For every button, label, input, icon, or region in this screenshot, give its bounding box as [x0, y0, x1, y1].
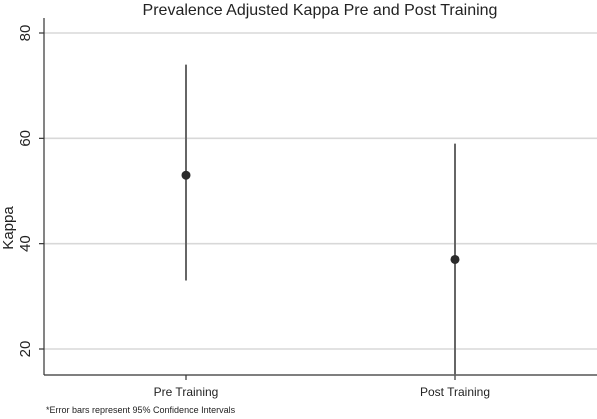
data-point: [181, 170, 191, 180]
data-point: [450, 254, 460, 264]
y-tick-label: 80: [17, 25, 34, 42]
y-tick-label: 20: [17, 341, 34, 358]
data-marks: [181, 64, 460, 376]
y-tick-label: 60: [17, 130, 34, 147]
y-ticks: 20 40 60 80: [17, 25, 44, 358]
gridlines: [44, 32, 597, 350]
footnote: *Error bars represent 95% Confidence Int…: [46, 405, 236, 415]
x-tick-label: Post Training: [420, 385, 490, 399]
chart-title: Prevalence Adjusted Kappa Pre and Post T…: [143, 2, 498, 19]
x-tick-label: Pre Training: [154, 385, 219, 399]
x-ticks: Pre Training Post Training: [154, 375, 490, 399]
y-axis-label: Kappa: [0, 206, 17, 250]
axes: [43, 18, 597, 376]
y-tick-label: 40: [17, 235, 34, 252]
